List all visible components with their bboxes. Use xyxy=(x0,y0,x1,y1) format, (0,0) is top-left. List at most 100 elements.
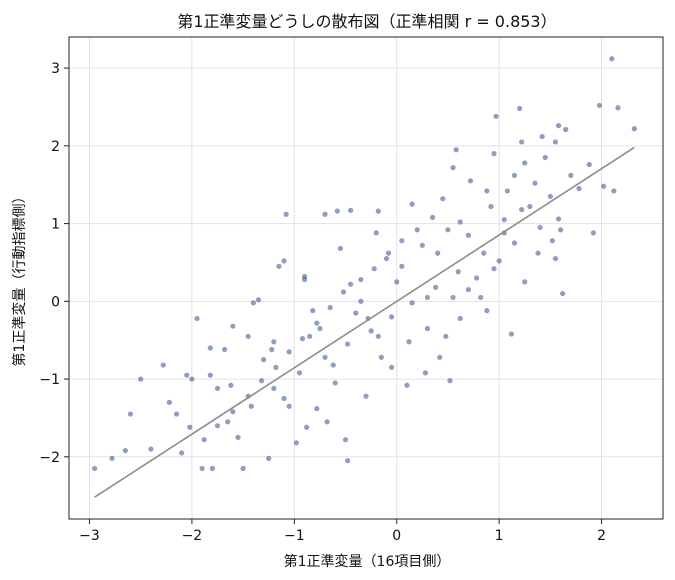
data-point xyxy=(281,395,287,402)
regression-line xyxy=(94,146,635,498)
data-point xyxy=(535,250,541,256)
data-point xyxy=(324,419,330,425)
data-point xyxy=(255,297,262,303)
data-point xyxy=(353,310,359,316)
data-point xyxy=(314,320,320,326)
data-point xyxy=(519,139,525,145)
data-point xyxy=(440,196,446,202)
data-point xyxy=(207,345,213,351)
y-tick-label: 2 xyxy=(51,139,60,155)
data-point xyxy=(555,123,562,129)
data-point xyxy=(455,269,461,275)
data-point xyxy=(511,240,518,246)
data-point xyxy=(488,203,494,210)
data-point xyxy=(450,165,456,171)
data-point xyxy=(214,385,221,391)
data-point xyxy=(235,434,241,440)
data-point xyxy=(322,354,328,360)
data-point xyxy=(590,230,596,236)
data-point xyxy=(481,250,487,256)
data-point xyxy=(414,227,420,233)
data-point xyxy=(250,300,256,306)
data-point xyxy=(342,437,349,443)
data-point xyxy=(296,370,303,376)
data-point xyxy=(586,161,592,168)
data-point xyxy=(532,180,538,186)
data-point xyxy=(394,279,400,285)
data-point xyxy=(240,465,246,472)
data-point xyxy=(230,409,236,415)
data-point xyxy=(283,211,289,217)
data-point xyxy=(474,275,480,281)
data-point xyxy=(214,423,221,429)
data-point xyxy=(314,406,320,412)
data-point xyxy=(437,354,443,360)
data-point xyxy=(508,331,515,337)
data-point xyxy=(187,424,193,430)
data-point xyxy=(465,287,472,293)
data-point xyxy=(332,380,338,386)
data-point xyxy=(424,325,431,332)
data-point xyxy=(433,284,439,290)
data-point xyxy=(491,266,497,272)
data-point xyxy=(317,325,323,332)
data-point xyxy=(122,447,128,454)
x-tick-label: −1 xyxy=(284,528,305,544)
data-point xyxy=(409,201,415,207)
data-point xyxy=(260,357,267,363)
data-point xyxy=(286,403,292,409)
y-tick-label: 1 xyxy=(51,217,60,233)
data-point xyxy=(596,102,603,109)
data-point xyxy=(363,393,369,399)
data-point xyxy=(576,185,582,192)
data-point xyxy=(563,126,569,133)
data-point xyxy=(501,217,507,223)
data-point xyxy=(258,378,265,384)
data-point xyxy=(429,214,436,220)
data-point xyxy=(207,372,213,378)
data-point xyxy=(445,227,451,233)
data-point xyxy=(375,208,381,214)
data-point xyxy=(173,411,180,417)
data-point xyxy=(344,458,351,464)
data-point xyxy=(348,207,354,213)
data-point xyxy=(611,188,617,194)
data-point xyxy=(179,450,185,456)
data-point xyxy=(166,399,172,405)
data-point xyxy=(209,465,215,472)
data-point xyxy=(322,211,328,217)
plot-frame xyxy=(68,36,664,520)
data-point xyxy=(555,216,562,222)
data-point xyxy=(615,105,621,111)
data-point xyxy=(484,308,490,314)
x-axis-label: 第1正準変量（16項目側） xyxy=(284,553,451,570)
data-point xyxy=(450,294,456,301)
data-point xyxy=(109,455,115,461)
data-point xyxy=(273,364,279,371)
data-point xyxy=(184,372,190,378)
data-point xyxy=(631,126,637,132)
data-point xyxy=(478,294,484,301)
y-tick-label: −2 xyxy=(39,450,60,466)
data-point xyxy=(465,232,472,238)
data-point xyxy=(276,263,282,269)
data-point xyxy=(496,258,502,264)
data-point xyxy=(371,266,377,272)
data-point xyxy=(389,314,395,320)
data-point xyxy=(225,419,231,425)
data-point xyxy=(422,370,428,376)
data-point xyxy=(194,315,200,322)
data-point xyxy=(560,290,566,297)
data-point xyxy=(601,183,607,189)
data-point xyxy=(344,341,351,347)
data-point xyxy=(160,362,166,368)
data-point xyxy=(517,105,523,112)
data-point xyxy=(399,238,405,244)
data-point xyxy=(404,382,410,388)
data-point xyxy=(389,364,395,371)
data-point xyxy=(552,255,559,262)
data-point xyxy=(299,336,306,342)
data-point xyxy=(248,403,254,409)
data-point xyxy=(419,242,425,248)
